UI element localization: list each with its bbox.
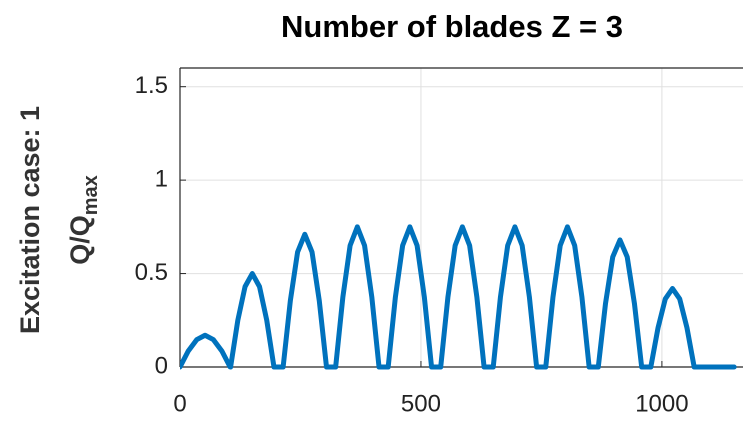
x-tick-label: 1000 <box>635 390 688 417</box>
y-axis-label: Q/Qmax <box>65 175 102 265</box>
y-axis-label-main: Q/Q <box>65 215 95 265</box>
y-tick-label: 0 <box>155 352 168 379</box>
y-axis-label-sub: max <box>80 175 102 215</box>
x-tick-label: 0 <box>173 390 186 417</box>
row-label: Excitation case: 1 <box>15 106 45 334</box>
y-tick-label: 1.5 <box>135 72 168 99</box>
y-tick-label: 1 <box>155 165 168 192</box>
y-tick-label: 0.5 <box>135 259 168 286</box>
chart-title: Number of blades Z = 3 <box>281 9 623 44</box>
x-tick-label: 500 <box>401 390 441 417</box>
data-line <box>180 224 737 370</box>
